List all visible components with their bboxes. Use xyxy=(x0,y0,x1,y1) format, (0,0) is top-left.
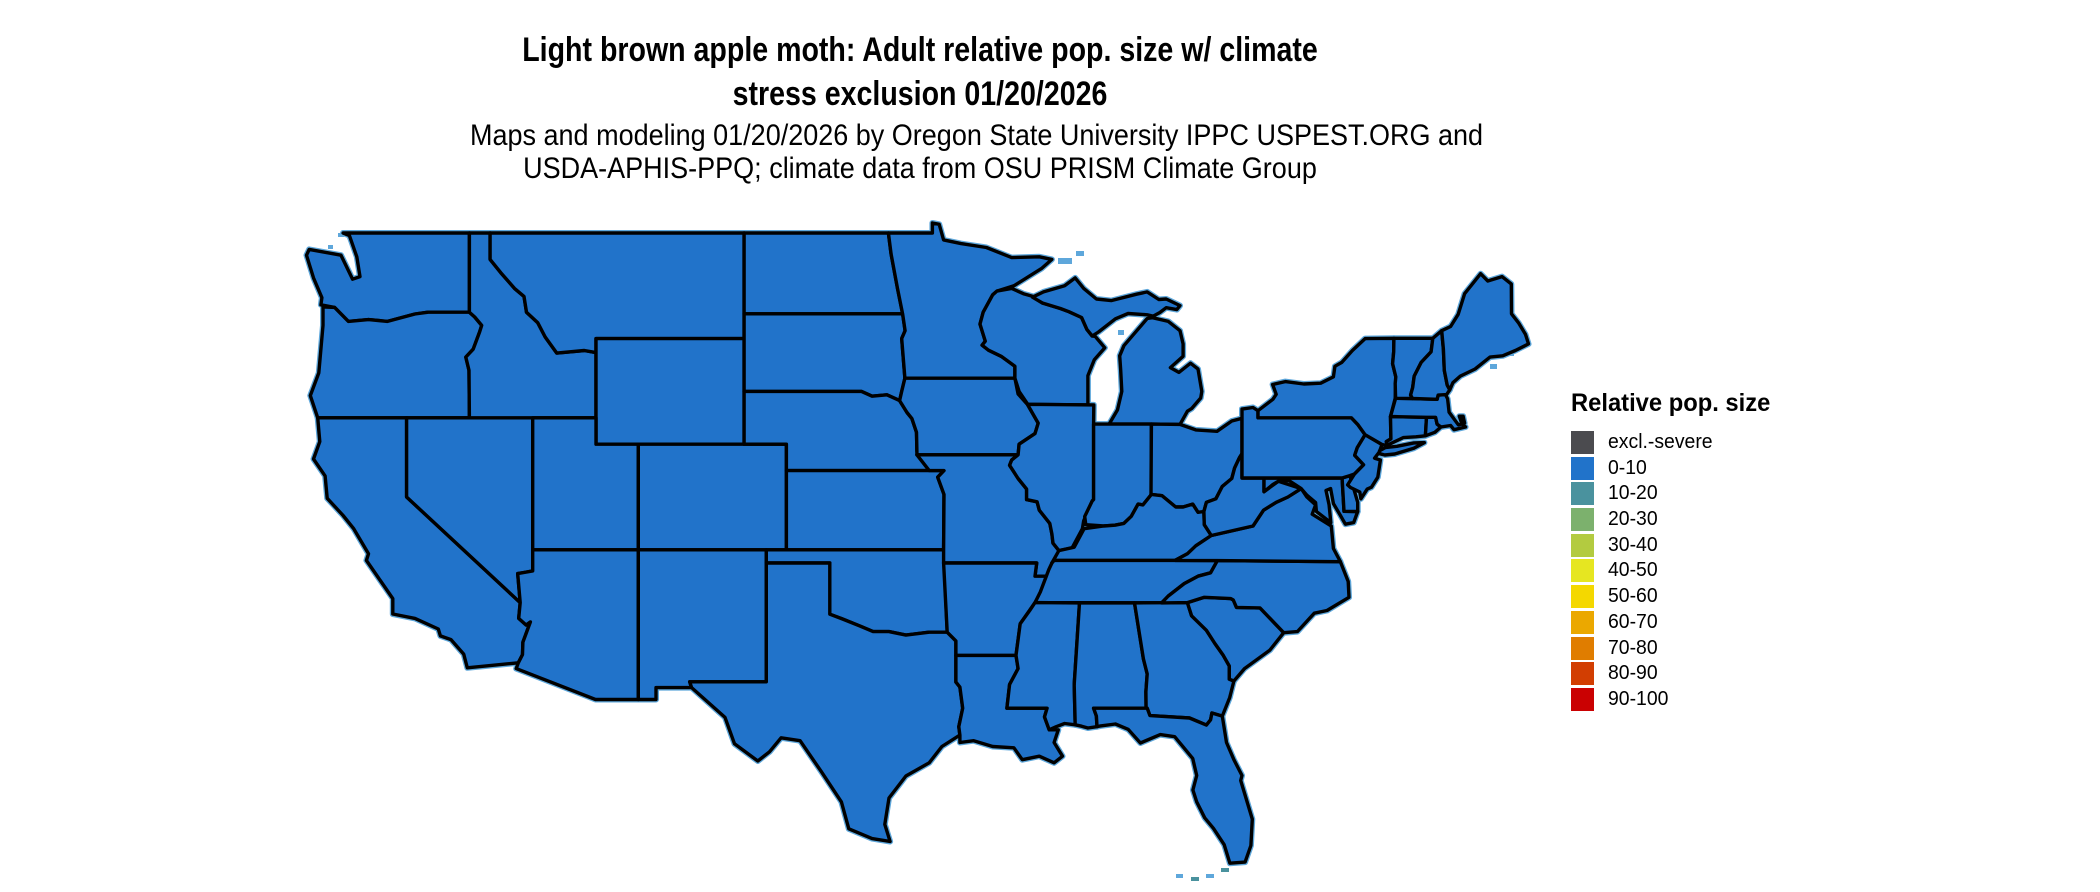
legend-item: 80-90 xyxy=(1571,662,1871,686)
legend-swatch-80-90 xyxy=(1571,662,1594,686)
state-mi-up xyxy=(1030,276,1182,338)
state-me xyxy=(1440,272,1531,392)
water-speck xyxy=(1118,330,1124,335)
legend-label: 70-80 xyxy=(1608,636,1658,659)
state-az xyxy=(514,548,640,702)
legend-label: 90-100 xyxy=(1608,687,1669,710)
state-ks xyxy=(784,468,946,552)
state-sd xyxy=(742,312,907,403)
legend-item: 20-30 xyxy=(1571,508,1871,532)
state-polygon-layer xyxy=(304,221,1531,865)
page-subtitle-line-2: USDA-APHIS-PPQ; climate data from OSU PR… xyxy=(523,152,1317,185)
legend-label: 20-30 xyxy=(1608,508,1658,531)
legend-item: 10-20 xyxy=(1571,482,1871,506)
state-co xyxy=(636,442,789,552)
legend-swatch-20-30 xyxy=(1571,508,1594,532)
state-tx xyxy=(688,561,965,844)
legend-swatch-40-50 xyxy=(1571,559,1594,583)
legend-swatch-excl-severe xyxy=(1571,431,1594,454)
legend-swatch-0-10 xyxy=(1571,456,1594,480)
water-speck xyxy=(1206,874,1214,878)
state-or xyxy=(308,305,484,420)
water-speck xyxy=(1191,877,1199,881)
legend-item: excl.-severe xyxy=(1571,431,1871,454)
legend-label: 0-10 xyxy=(1608,456,1647,479)
state-nd xyxy=(742,231,905,316)
legend-swatch-30-40 xyxy=(1571,533,1594,557)
water-speck xyxy=(1221,868,1229,872)
state-nj xyxy=(1345,433,1384,501)
legend-label: 30-40 xyxy=(1608,533,1658,556)
state-nc xyxy=(1159,558,1351,635)
page-subtitle-line-1: Maps and modeling 01/20/2026 by Oregon S… xyxy=(470,119,1484,152)
legend-item: 30-40 xyxy=(1571,533,1871,557)
legend-swatch-90-100 xyxy=(1571,687,1594,711)
legend-label: 80-90 xyxy=(1608,662,1658,685)
legend-swatch-60-70 xyxy=(1571,610,1594,634)
legend-swatch-70-80 xyxy=(1571,636,1594,660)
water-speck xyxy=(1076,251,1084,256)
water-speck xyxy=(1058,258,1072,264)
legend-label: excl.-severe xyxy=(1608,431,1713,453)
water-speck xyxy=(338,233,344,237)
legend-item: 60-70 xyxy=(1571,610,1871,634)
legend-item: 40-50 xyxy=(1571,559,1871,583)
state-nm xyxy=(636,548,768,702)
water-speck xyxy=(1176,874,1183,878)
legend-label: 50-60 xyxy=(1608,585,1658,608)
state-mi xyxy=(1107,316,1204,427)
legend-title: Relative pop. size xyxy=(1571,389,1771,417)
legend-item: 70-80 xyxy=(1571,636,1871,660)
water-speck xyxy=(328,245,333,249)
state-wy xyxy=(594,336,746,446)
state-md xyxy=(1262,476,1360,526)
page-subtitle: Maps and modeling 01/20/2026 by Oregon S… xyxy=(420,119,1484,185)
state-ny-li xyxy=(1377,440,1427,457)
legend-label: 10-20 xyxy=(1608,482,1658,505)
legend-item: 50-60 xyxy=(1571,585,1871,609)
state-fl xyxy=(1091,706,1254,865)
page-title-line-2: stress exclusion 01/20/2026 xyxy=(732,75,1108,113)
page-title-line-1: Light brown apple moth: Adult relative p… xyxy=(522,31,1318,69)
legend-swatch-10-20 xyxy=(1571,482,1594,506)
legend-label: 60-70 xyxy=(1608,610,1658,633)
legend-item: 90-100 xyxy=(1571,687,1871,711)
page-title: Light brown apple moth: Adult relative p… xyxy=(420,28,1420,116)
legend: Relative pop. size excl.-severe 0-10 10-… xyxy=(1571,389,1871,714)
legend-label: 40-50 xyxy=(1608,559,1658,582)
legend-item: 0-10 xyxy=(1571,456,1871,480)
water-speck xyxy=(1490,364,1497,369)
legend-swatch-50-60 xyxy=(1571,585,1594,609)
